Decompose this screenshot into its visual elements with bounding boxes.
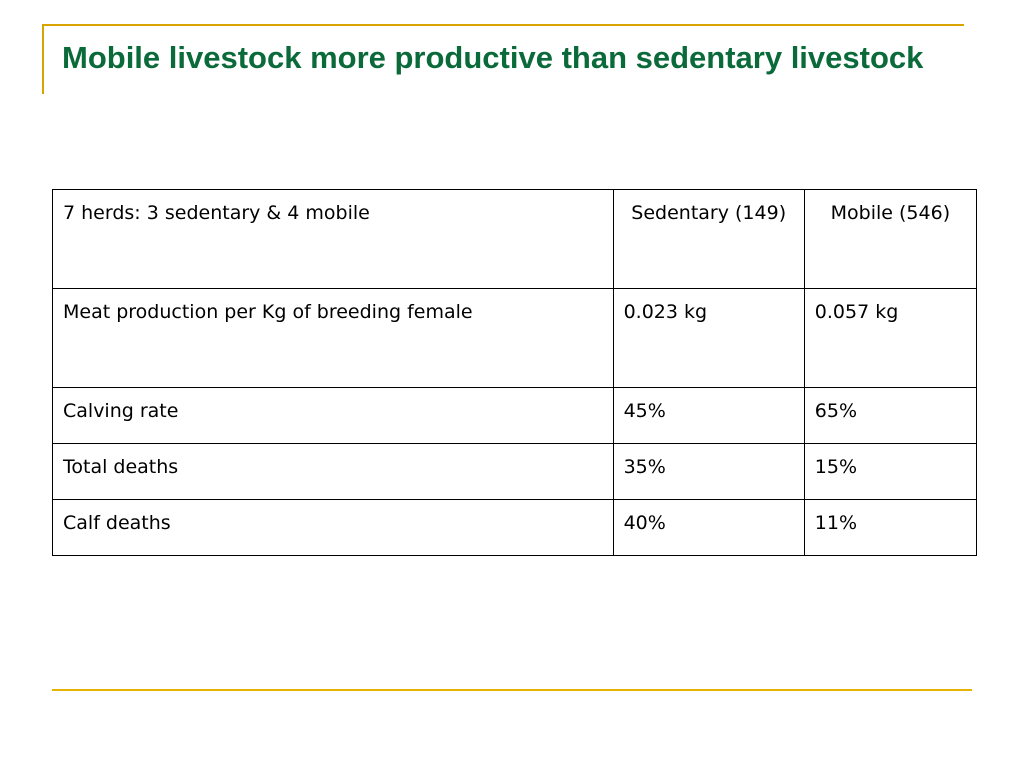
header-cell-label: 7 herds: 3 sedentary & 4 mobile [52, 189, 614, 289]
accent-line-bottom [52, 689, 972, 691]
header-cell-sedentary: Sedentary (149) [612, 189, 805, 289]
mobile-value: 0.057 kg [803, 288, 978, 388]
comparison-table: 7 herds: 3 sedentary & 4 mobile Sedentar… [52, 189, 978, 556]
sedentary-value: 35% [612, 443, 805, 500]
table-header-row: 7 herds: 3 sedentary & 4 mobile Sedentar… [52, 189, 978, 289]
accent-line-top [42, 24, 964, 26]
table-row: Calf deaths 40% 11% [52, 499, 978, 556]
slide-title: Mobile livestock more productive than se… [62, 40, 924, 75]
row-label: Meat production per Kg of breeding femal… [52, 288, 614, 388]
mobile-value: 11% [803, 499, 978, 556]
header-cell-mobile: Mobile (546) [803, 189, 978, 289]
sedentary-value: 0.023 kg [612, 288, 805, 388]
sedentary-value: 45% [612, 387, 805, 444]
row-label: Total deaths [52, 443, 614, 500]
row-label: Calving rate [52, 387, 614, 444]
table-row: Meat production per Kg of breeding femal… [52, 288, 978, 388]
table-row: Total deaths 35% 15% [52, 443, 978, 500]
sedentary-value: 40% [612, 499, 805, 556]
row-label: Calf deaths [52, 499, 614, 556]
mobile-value: 15% [803, 443, 978, 500]
table-row: Calving rate 45% 65% [52, 387, 978, 444]
accent-line-vertical [42, 24, 44, 94]
mobile-value: 65% [803, 387, 978, 444]
